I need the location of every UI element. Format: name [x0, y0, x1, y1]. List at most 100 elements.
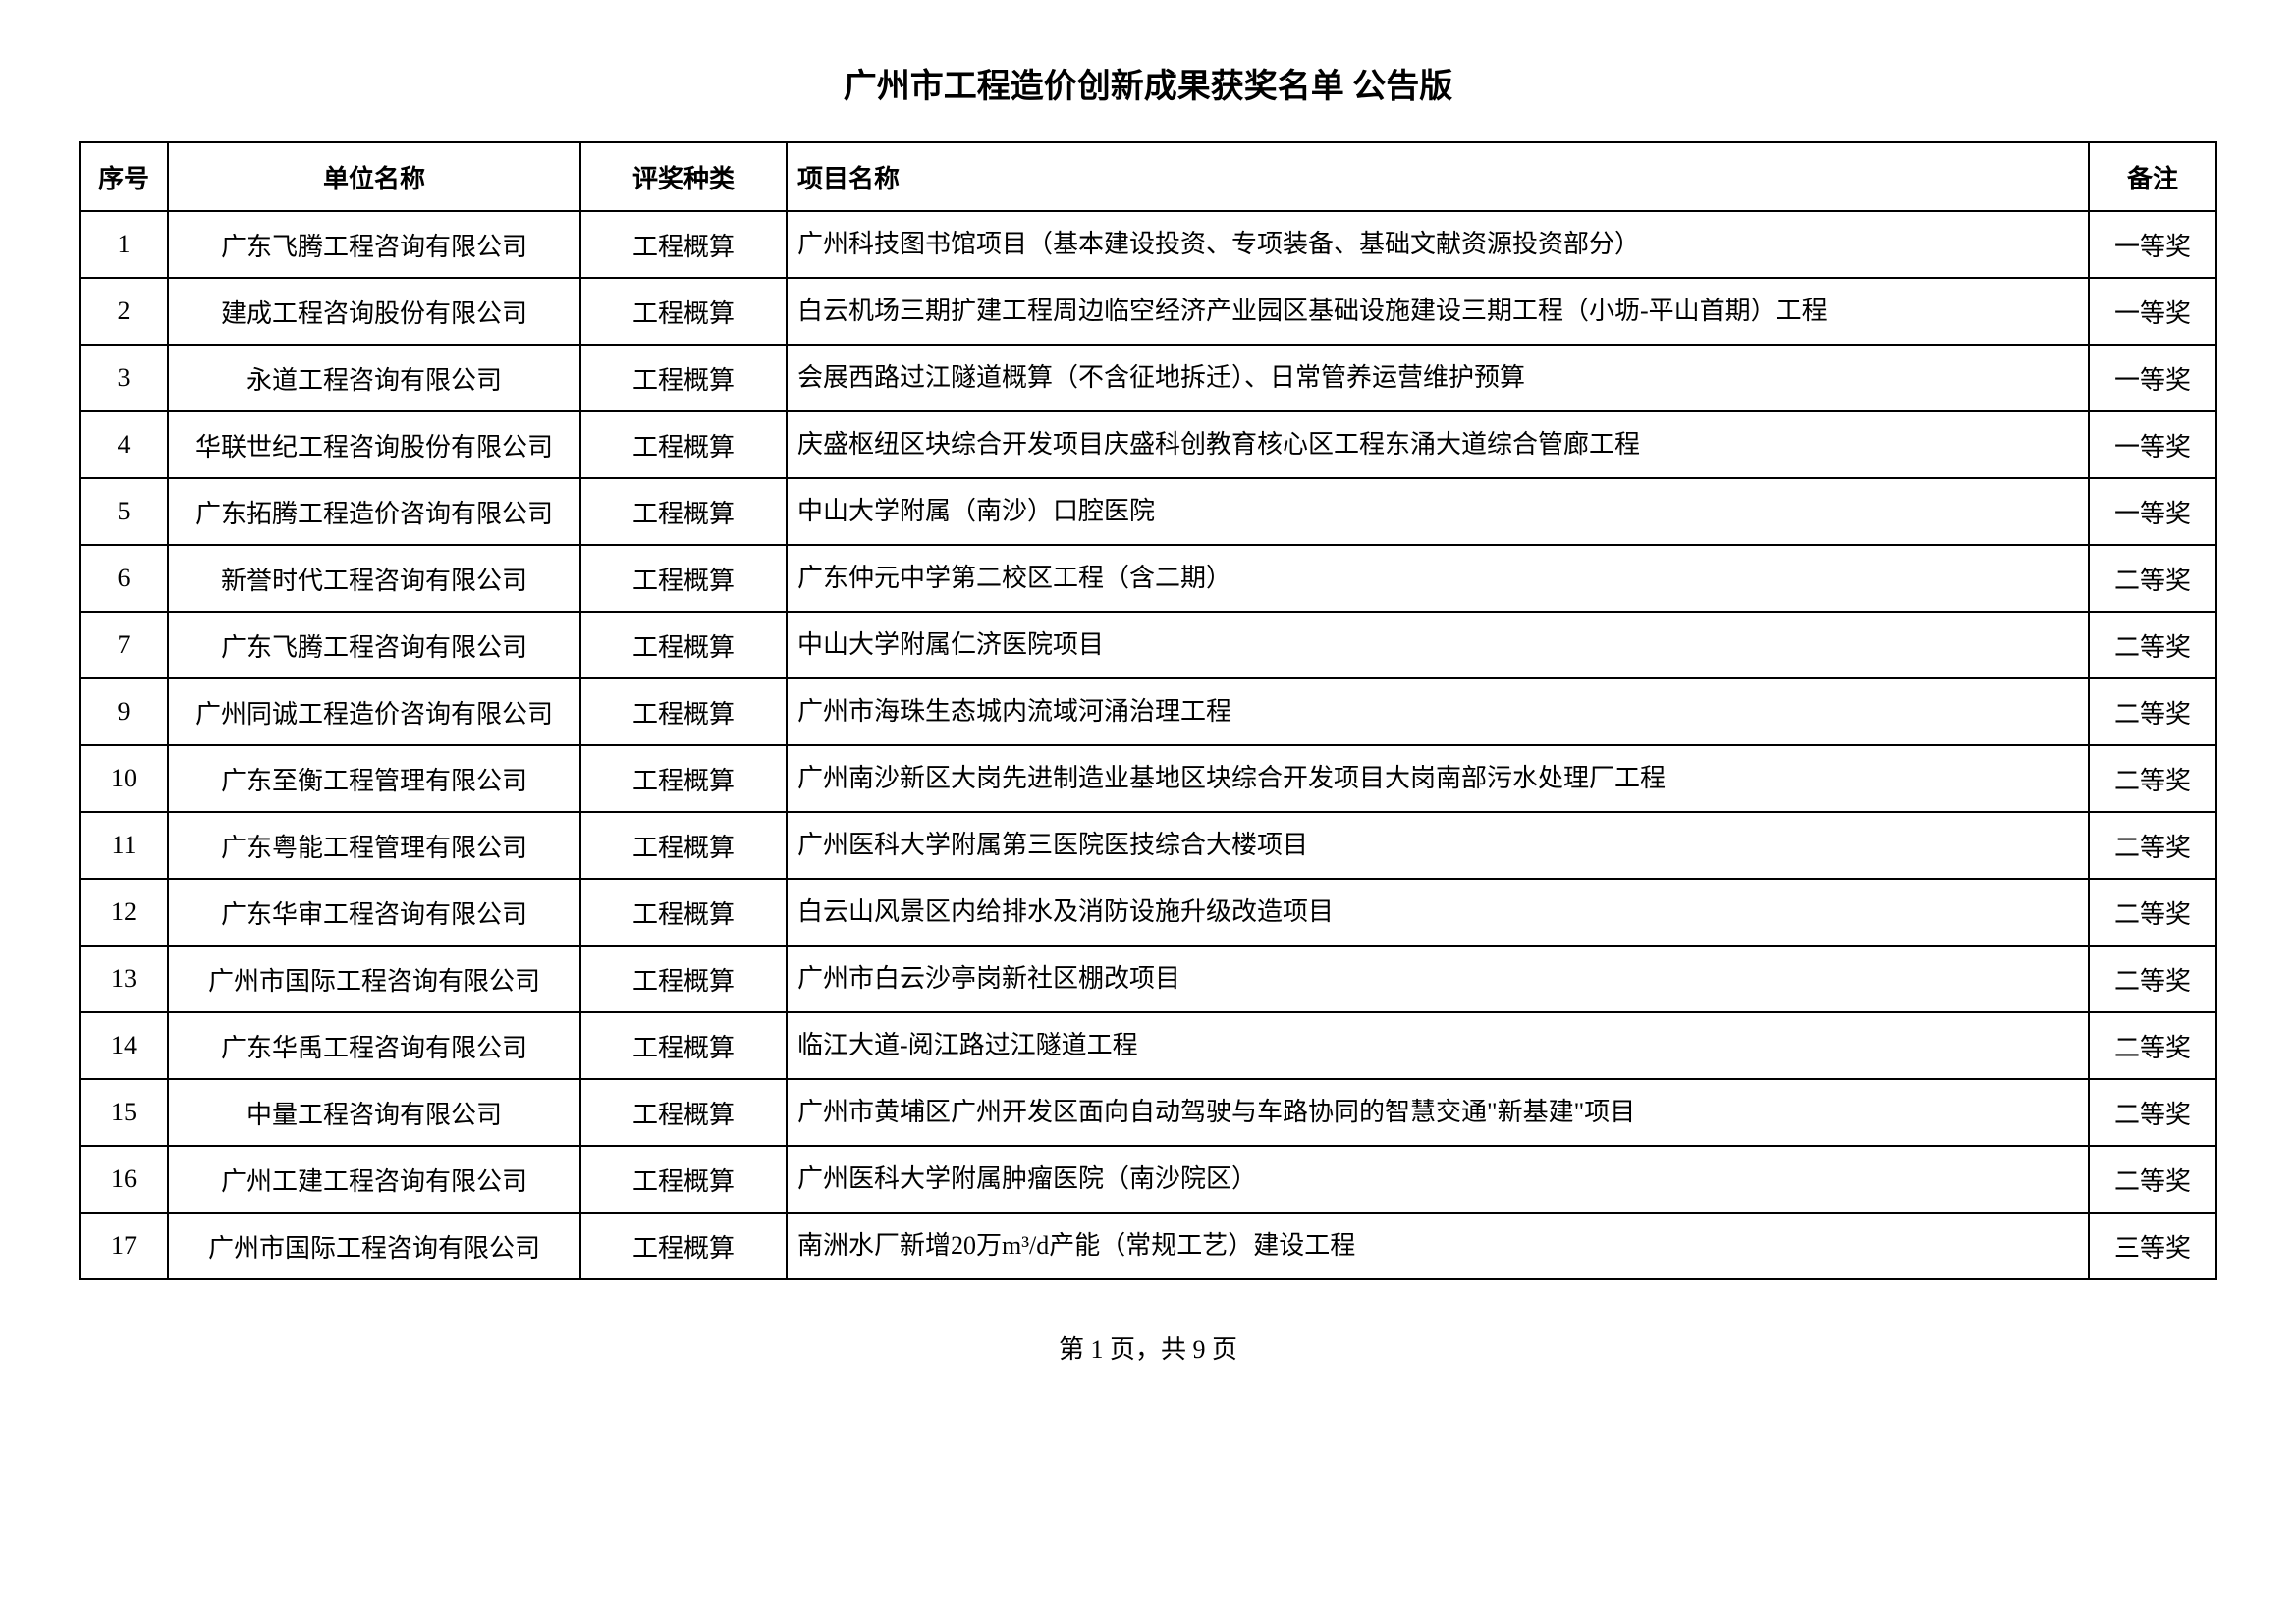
table-row: 7广东飞腾工程咨询有限公司工程概算中山大学附属仁济医院项目二等奖 [80, 612, 2216, 678]
cell-company: 广东至衡工程管理有限公司 [168, 745, 580, 812]
cell-category: 工程概算 [580, 745, 787, 812]
header-company: 单位名称 [168, 142, 580, 211]
cell-company: 广州市国际工程咨询有限公司 [168, 1213, 580, 1279]
cell-remark: 一等奖 [2089, 211, 2216, 278]
page-footer: 第 1 页，共 9 页 [79, 1329, 2217, 1366]
cell-no: 16 [80, 1146, 168, 1213]
cell-project: 广州医科大学附属肿瘤医院（南沙院区） [787, 1146, 2089, 1213]
cell-project: 白云山风景区内给排水及消防设施升级改造项目 [787, 879, 2089, 946]
header-project: 项目名称 [787, 142, 2089, 211]
cell-no: 15 [80, 1079, 168, 1146]
cell-no: 11 [80, 812, 168, 879]
cell-company: 广州工建工程咨询有限公司 [168, 1146, 580, 1213]
cell-category: 工程概算 [580, 1012, 787, 1079]
cell-no: 14 [80, 1012, 168, 1079]
cell-company: 永道工程咨询有限公司 [168, 345, 580, 411]
cell-company: 华联世纪工程咨询股份有限公司 [168, 411, 580, 478]
cell-remark: 一等奖 [2089, 278, 2216, 345]
cell-remark: 二等奖 [2089, 545, 2216, 612]
cell-company: 广东飞腾工程咨询有限公司 [168, 612, 580, 678]
cell-remark: 一等奖 [2089, 345, 2216, 411]
cell-company: 新誉时代工程咨询有限公司 [168, 545, 580, 612]
table-row: 15中量工程咨询有限公司工程概算广州市黄埔区广州开发区面向自动驾驶与车路协同的智… [80, 1079, 2216, 1146]
cell-category: 工程概算 [580, 411, 787, 478]
table-row: 6新誉时代工程咨询有限公司工程概算广东仲元中学第二校区工程（含二期）二等奖 [80, 545, 2216, 612]
cell-no: 5 [80, 478, 168, 545]
table-row: 10广东至衡工程管理有限公司工程概算广州南沙新区大岗先进制造业基地区块综合开发项… [80, 745, 2216, 812]
cell-project: 广东仲元中学第二校区工程（含二期） [787, 545, 2089, 612]
cell-company: 广东粤能工程管理有限公司 [168, 812, 580, 879]
cell-company: 广东拓腾工程造价咨询有限公司 [168, 478, 580, 545]
cell-project: 广州市白云沙亭岗新社区棚改项目 [787, 946, 2089, 1012]
cell-category: 工程概算 [580, 545, 787, 612]
table-row: 2建成工程咨询股份有限公司工程概算白云机场三期扩建工程周边临空经济产业园区基础设… [80, 278, 2216, 345]
cell-category: 工程概算 [580, 612, 787, 678]
table-row: 3永道工程咨询有限公司工程概算会展西路过江隧道概算（不含征地拆迁）、日常管养运营… [80, 345, 2216, 411]
cell-remark: 二等奖 [2089, 946, 2216, 1012]
cell-project: 中山大学附属（南沙）口腔医院 [787, 478, 2089, 545]
cell-remark: 二等奖 [2089, 879, 2216, 946]
cell-category: 工程概算 [580, 278, 787, 345]
cell-project: 白云机场三期扩建工程周边临空经济产业园区基础设施建设三期工程（小坜-平山首期）工… [787, 278, 2089, 345]
cell-remark: 二等奖 [2089, 612, 2216, 678]
table-row: 17广州市国际工程咨询有限公司工程概算南洲水厂新增20万m³/d产能（常规工艺）… [80, 1213, 2216, 1279]
cell-category: 工程概算 [580, 1146, 787, 1213]
cell-remark: 二等奖 [2089, 745, 2216, 812]
cell-project: 南洲水厂新增20万m³/d产能（常规工艺）建设工程 [787, 1213, 2089, 1279]
header-remark: 备注 [2089, 142, 2216, 211]
cell-no: 10 [80, 745, 168, 812]
cell-remark: 一等奖 [2089, 411, 2216, 478]
cell-category: 工程概算 [580, 1079, 787, 1146]
cell-company: 广东飞腾工程咨询有限公司 [168, 211, 580, 278]
cell-remark: 二等奖 [2089, 812, 2216, 879]
cell-project: 广州市海珠生态城内流域河涌治理工程 [787, 678, 2089, 745]
cell-no: 7 [80, 612, 168, 678]
header-category: 评奖种类 [580, 142, 787, 211]
cell-no: 4 [80, 411, 168, 478]
cell-remark: 二等奖 [2089, 1012, 2216, 1079]
table-row: 13广州市国际工程咨询有限公司工程概算广州市白云沙亭岗新社区棚改项目二等奖 [80, 946, 2216, 1012]
cell-remark: 一等奖 [2089, 478, 2216, 545]
cell-company: 中量工程咨询有限公司 [168, 1079, 580, 1146]
cell-remark: 二等奖 [2089, 1079, 2216, 1146]
table-row: 5广东拓腾工程造价咨询有限公司工程概算中山大学附属（南沙）口腔医院一等奖 [80, 478, 2216, 545]
table-row: 14广东华禹工程咨询有限公司工程概算临江大道-阅江路过江隧道工程二等奖 [80, 1012, 2216, 1079]
cell-no: 9 [80, 678, 168, 745]
cell-category: 工程概算 [580, 478, 787, 545]
table-body: 1广东飞腾工程咨询有限公司工程概算广州科技图书馆项目（基本建设投资、专项装备、基… [80, 211, 2216, 1279]
cell-remark: 二等奖 [2089, 678, 2216, 745]
cell-project: 临江大道-阅江路过江隧道工程 [787, 1012, 2089, 1079]
cell-category: 工程概算 [580, 345, 787, 411]
cell-company: 广州同诚工程造价咨询有限公司 [168, 678, 580, 745]
cell-no: 13 [80, 946, 168, 1012]
cell-project: 广州市黄埔区广州开发区面向自动驾驶与车路协同的智慧交通"新基建"项目 [787, 1079, 2089, 1146]
cell-category: 工程概算 [580, 1213, 787, 1279]
cell-project: 广州科技图书馆项目（基本建设投资、专项装备、基础文献资源投资部分） [787, 211, 2089, 278]
table-row: 11广东粤能工程管理有限公司工程概算广州医科大学附属第三医院医技综合大楼项目二等… [80, 812, 2216, 879]
cell-company: 广东华审工程咨询有限公司 [168, 879, 580, 946]
table-header-row: 序号 单位名称 评奖种类 项目名称 备注 [80, 142, 2216, 211]
cell-no: 3 [80, 345, 168, 411]
cell-project: 广州医科大学附属第三医院医技综合大楼项目 [787, 812, 2089, 879]
cell-remark: 二等奖 [2089, 1146, 2216, 1213]
page-title: 广州市工程造价创新成果获奖名单 公告版 [79, 59, 2217, 107]
cell-no: 1 [80, 211, 168, 278]
cell-no: 17 [80, 1213, 168, 1279]
cell-company: 广州市国际工程咨询有限公司 [168, 946, 580, 1012]
cell-no: 12 [80, 879, 168, 946]
table-row: 12广东华审工程咨询有限公司工程概算白云山风景区内给排水及消防设施升级改造项目二… [80, 879, 2216, 946]
cell-company: 建成工程咨询股份有限公司 [168, 278, 580, 345]
cell-project: 会展西路过江隧道概算（不含征地拆迁）、日常管养运营维护预算 [787, 345, 2089, 411]
cell-category: 工程概算 [580, 211, 787, 278]
table-row: 16广州工建工程咨询有限公司工程概算广州医科大学附属肿瘤医院（南沙院区）二等奖 [80, 1146, 2216, 1213]
cell-remark: 三等奖 [2089, 1213, 2216, 1279]
cell-category: 工程概算 [580, 812, 787, 879]
award-table: 序号 单位名称 评奖种类 项目名称 备注 1广东飞腾工程咨询有限公司工程概算广州… [79, 141, 2217, 1280]
cell-category: 工程概算 [580, 879, 787, 946]
cell-category: 工程概算 [580, 678, 787, 745]
cell-project: 广州南沙新区大岗先进制造业基地区块综合开发项目大岗南部污水处理厂工程 [787, 745, 2089, 812]
cell-no: 2 [80, 278, 168, 345]
table-row: 9广州同诚工程造价咨询有限公司工程概算广州市海珠生态城内流域河涌治理工程二等奖 [80, 678, 2216, 745]
cell-category: 工程概算 [580, 946, 787, 1012]
cell-project: 中山大学附属仁济医院项目 [787, 612, 2089, 678]
